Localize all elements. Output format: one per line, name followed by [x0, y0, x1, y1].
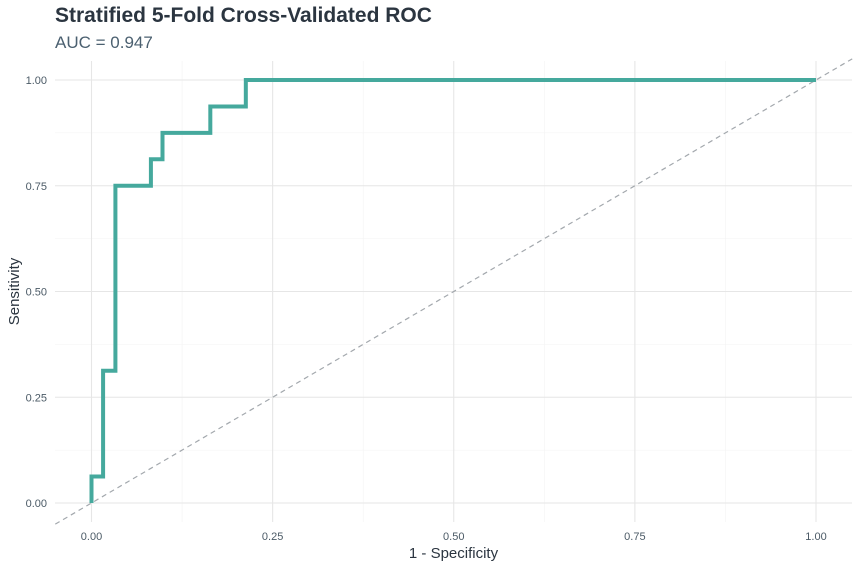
y-tick-label: 0.50: [26, 287, 47, 299]
chance-reference-line: [54, 58, 853, 525]
x-tick-label: 0.00: [81, 531, 102, 543]
series-layer: [89, 78, 816, 503]
x-tick-label: 0.50: [443, 531, 464, 543]
x-tick-label: 0.75: [624, 531, 645, 543]
tick-label-layer: 0.00 0.25 0.50 0.75 1.00 0.00 0.25 0.50 0.75 1.00: [26, 75, 827, 543]
x-axis-title: 1 - Specificity: [409, 545, 499, 562]
y-tick-label: 0.75: [26, 181, 47, 193]
chart-subtitle: AUC = 0.947: [55, 33, 153, 52]
y-tick-label: 0.25: [26, 392, 47, 404]
roc-curve-line: [89, 78, 816, 503]
y-tick-label: 1.00: [26, 75, 47, 87]
x-tick-label: 1.00: [805, 531, 826, 543]
y-tick-label: 0.00: [26, 498, 47, 510]
chart-title: Stratified 5-Fold Cross-Validated ROC: [55, 4, 432, 27]
reference-layer: [54, 58, 853, 525]
y-axis-title: Sensitivity: [6, 257, 23, 325]
x-tick-label: 0.25: [262, 531, 283, 543]
